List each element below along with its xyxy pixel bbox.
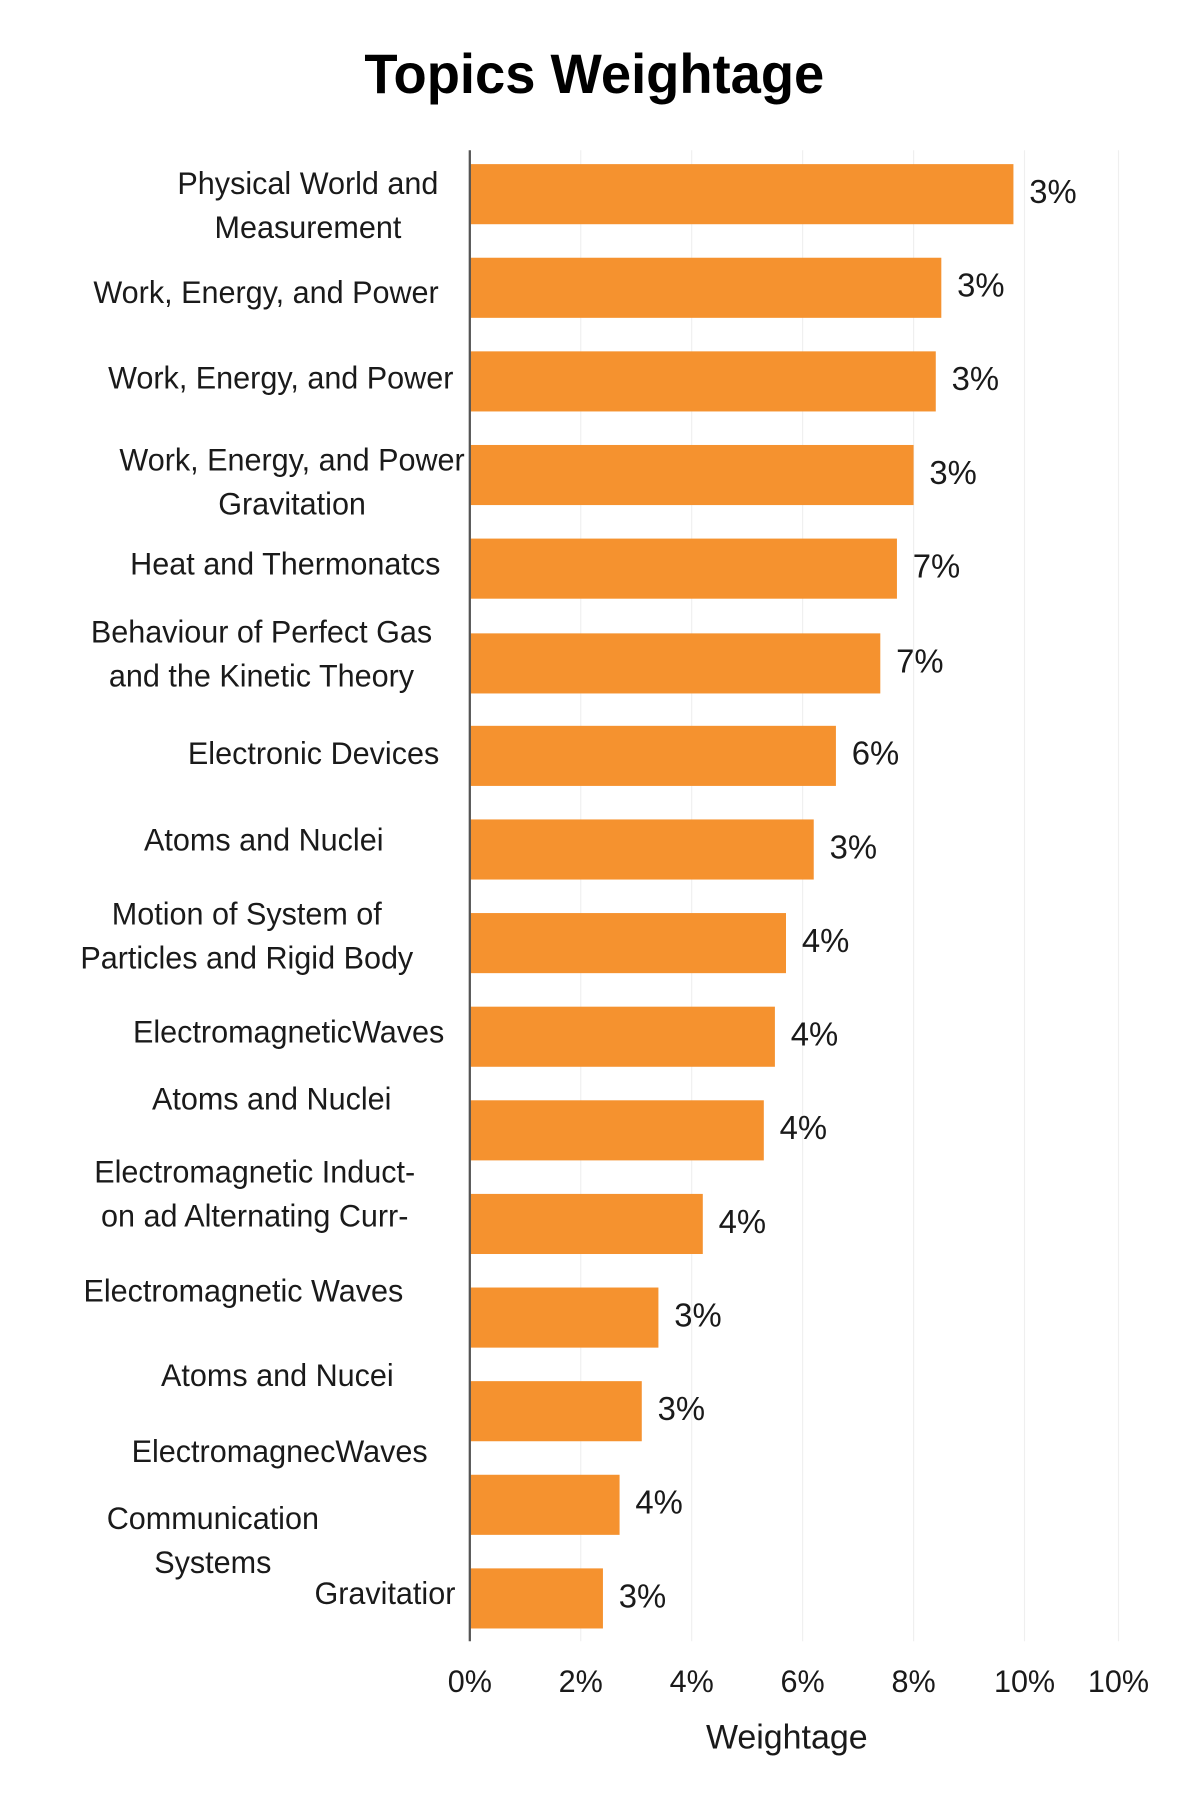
x-tick-label: 2% [559,1664,603,1699]
bar-annotation: 4% [635,1484,682,1521]
bar [469,1381,642,1442]
bar [469,1006,775,1067]
bar [469,913,786,974]
bar-annotation: 4% [719,1204,766,1241]
bar-annotation: 4% [791,1016,838,1053]
bar-annotation: 3% [830,829,877,866]
bar [469,1474,620,1535]
bar [469,257,942,318]
y-tick-label: Electromagnetic Induct-on ad Alternating… [94,1154,415,1233]
y-tick-label: Behaviour of Perfect Gas and the Kinetic … [91,614,432,693]
bar [469,538,897,599]
y-tick-label: Electromagnetic Waves [83,1273,403,1308]
bar-annotation: 6% [852,735,899,772]
bar-annotation: 7% [913,548,960,585]
y-tick-label: Work, Energy, and Power Gravitation [119,442,464,521]
bar-annotation: 3% [952,361,999,398]
x-tick-label: 10% [994,1664,1055,1699]
bar-annotation: 3% [658,1391,705,1428]
y-tick-label: ElectromagnecWaves [132,1434,428,1469]
x-tick-label: 4% [670,1664,714,1699]
bar-annotation: 3% [619,1578,666,1615]
x-axis-label: Weightage [706,1718,868,1756]
bar-annotation: 4% [802,923,849,960]
x-tick-label: 8% [892,1664,936,1699]
bar-annotation: 3% [929,455,976,492]
bar [469,1100,764,1161]
bar [469,819,814,880]
y-tick-label: Heat and Thermonatcs [130,546,440,581]
bar [469,164,1014,225]
bar [469,1193,703,1255]
y-tick-label: Electronic Devices [188,736,439,771]
y-tick-label: Work, Energy, and Power [108,360,453,395]
bar-annotation: 3% [957,267,1004,304]
x-tick-label: 0% [448,1664,492,1699]
bar [469,633,881,694]
bar-annotation: 4% [780,1110,827,1147]
bar-annotation: 3% [1029,174,1076,211]
bar [469,444,914,506]
bar-annotation: 3% [674,1297,721,1334]
y-tick-label: Work, Energy, and Power [93,275,438,310]
y-tick-label: Atoms and Nuclei [152,1081,391,1116]
y-tick-label: Atoms and Nucei [161,1358,394,1393]
y-tick-label: Atoms and Nuclei [144,823,383,858]
y-tick-label: Gravitatior [314,1576,455,1611]
bar-annotation: 7% [896,643,943,680]
x-tick-label: 10% [1088,1664,1149,1699]
x-tick-label: 6% [781,1664,825,1699]
stray-label: Communication Systems [107,1501,319,1580]
bar [469,1568,603,1629]
y-tick-label: Physical World and Measurement [177,166,438,245]
bar [469,725,836,786]
chart-title: Topics Weightage [364,43,824,106]
bar [469,351,936,412]
y-tick-label: ElectromagneticWaves [133,1014,444,1049]
y-tick-label: Motion of System of Particles and Rigid B… [80,896,413,975]
bar [469,1287,659,1348]
